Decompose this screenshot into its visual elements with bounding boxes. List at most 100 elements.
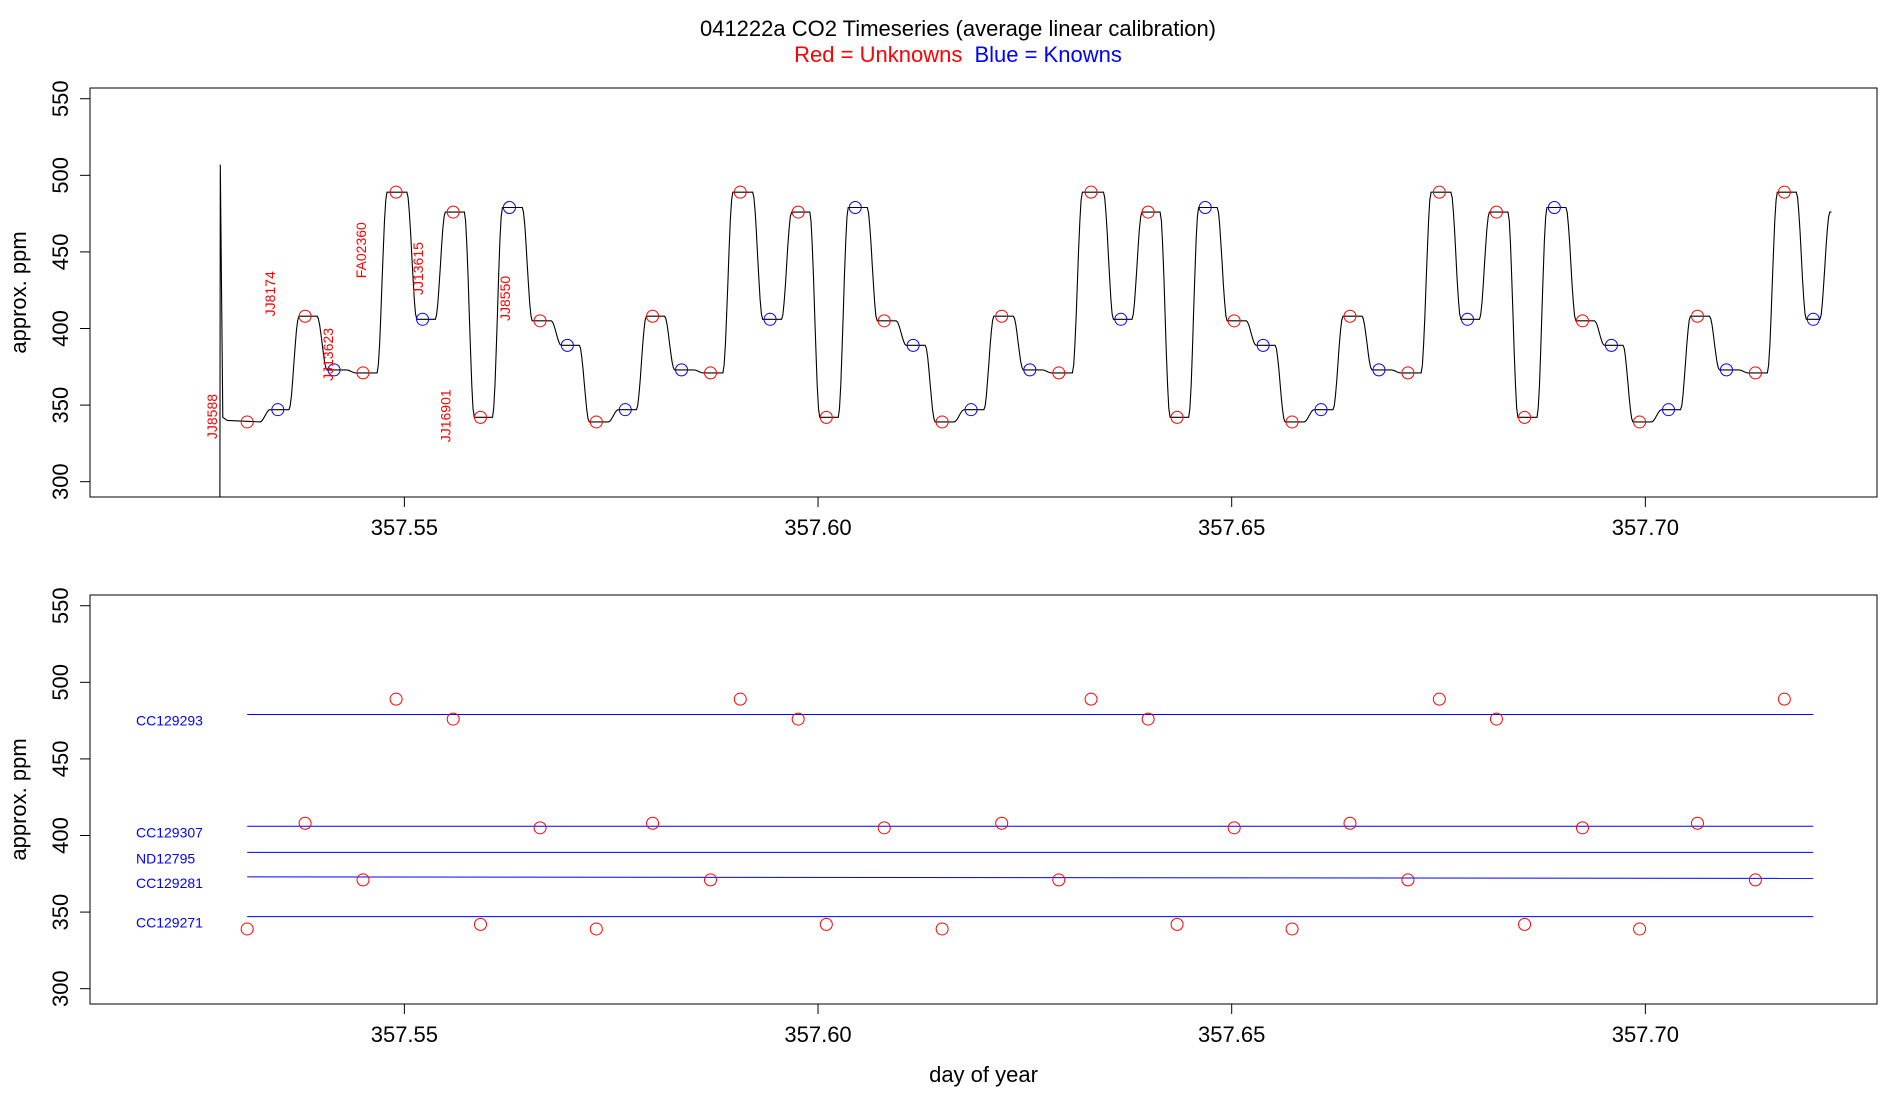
- unknown-sample-point: [240, 922, 254, 936]
- known-standard-point: [1662, 403, 1676, 417]
- known-standard-point: [675, 363, 689, 377]
- known-standard-point: [271, 403, 285, 417]
- known-standard-point: [502, 200, 516, 214]
- unknown-sample-point: [1575, 314, 1589, 328]
- unknown-sample-point: [533, 821, 547, 835]
- known-standard-point: [327, 363, 341, 377]
- calibration-panel: 357.55 357.60 357.65 357.70 300 350 400 450 500 5…: [6, 587, 1878, 1087]
- x-tick-label: 357.65: [1198, 515, 1265, 540]
- timeseries-panel: 357.55 357.60 357.65 357.70 300 350 400 450 500 5…: [6, 80, 1878, 540]
- unknown-sample-point: [1633, 922, 1647, 936]
- unknown-sample-point: [877, 821, 891, 835]
- known-standard-point: [1372, 363, 1386, 377]
- unknown-sample-point: [589, 922, 603, 936]
- standard-label: ND12795: [136, 850, 195, 866]
- y-tick-label: 350: [48, 894, 73, 931]
- unknown-sample-point: [446, 205, 460, 219]
- unknown-sample-point: [240, 415, 254, 429]
- sample-label: JJ8588: [204, 394, 220, 439]
- unknown-sample-point: [646, 309, 660, 323]
- known-standard-point: [1460, 312, 1474, 326]
- x-tick-label: 357.70: [1612, 1022, 1679, 1047]
- x-tick-label: 357.60: [784, 515, 851, 540]
- unknown-sample-point: [1748, 873, 1762, 887]
- y-tick-label: 450: [48, 234, 73, 271]
- x-tick-label: 357.55: [371, 1022, 438, 1047]
- plot-frame: [89, 594, 1878, 1005]
- known-standard-point: [1023, 363, 1037, 377]
- unknown-sample-point: [646, 816, 660, 830]
- standard-label: CC129281: [136, 875, 203, 891]
- y-tick-label: 500: [48, 157, 73, 194]
- y-tick-label: 400: [48, 310, 73, 347]
- unknown-sample-point: [1343, 816, 1357, 830]
- sample-label: JJ13623: [320, 328, 336, 381]
- unknown-sample-point: [1690, 816, 1704, 830]
- unknown-sample-point: [791, 712, 805, 726]
- standard-label: CC129307: [136, 824, 203, 840]
- figure-header: 041222a CO2 Timeseries (average linear c…: [700, 16, 1216, 67]
- known-standard-point: [560, 338, 574, 352]
- legend-unknowns: Red = Unknowns: [794, 42, 962, 67]
- unknown-sample-point: [389, 185, 403, 199]
- sample-label: JJ16901: [437, 389, 453, 442]
- legend-knowns: Blue = Knowns: [974, 42, 1121, 67]
- known-standard-point: [1806, 312, 1820, 326]
- y-tick-label: 400: [48, 817, 73, 854]
- x-tick-label: 357.65: [1198, 1022, 1265, 1047]
- known-standard-point: [763, 312, 777, 326]
- unknown-sample-point: [877, 314, 891, 328]
- standard-line: [247, 876, 1814, 879]
- standard-label: CC129293: [136, 712, 203, 728]
- unknown-sample-point: [473, 917, 487, 931]
- unknown-sample-point: [356, 366, 370, 380]
- unknown-sample-point: [819, 917, 833, 931]
- unknown-sample-point: [1170, 917, 1184, 931]
- known-standard-point: [618, 403, 632, 417]
- unknown-sample-point: [1748, 366, 1762, 380]
- unknown-sample-point: [298, 309, 312, 323]
- x-tick-label: 357.60: [784, 1022, 851, 1047]
- y-tick-label: 300: [48, 463, 73, 500]
- y-tick-label: 300: [48, 970, 73, 1007]
- unknown-sample-point: [819, 410, 833, 424]
- y-tick-label: 550: [48, 80, 73, 117]
- unknown-sample-point: [446, 712, 460, 726]
- x-tick-label: 357.55: [371, 515, 438, 540]
- known-standard-point: [1114, 312, 1128, 326]
- unknown-sample-point: [1227, 314, 1241, 328]
- unknown-sample-point: [935, 415, 949, 429]
- unknown-sample-point: [1489, 712, 1503, 726]
- unknown-sample-point: [1052, 873, 1066, 887]
- sample-label: JJ13615: [410, 242, 426, 295]
- unknown-sample-point: [1777, 692, 1791, 706]
- unknown-sample-point: [1285, 922, 1299, 936]
- unknown-sample-point: [1141, 205, 1155, 219]
- known-standard-point: [1198, 200, 1212, 214]
- figure-legend: Red = Unknowns Blue = Knowns: [794, 42, 1122, 67]
- known-standard-point: [1604, 338, 1618, 352]
- unknown-sample-point: [389, 692, 403, 706]
- unknown-sample-point: [995, 309, 1009, 323]
- unknown-sample-point: [356, 873, 370, 887]
- known-standard-point: [1719, 363, 1733, 377]
- known-standard-point: [416, 312, 430, 326]
- unknown-sample-point: [473, 410, 487, 424]
- known-standard-point: [1256, 338, 1270, 352]
- unknown-sample-point: [1518, 410, 1532, 424]
- unknown-sample-point: [1170, 410, 1184, 424]
- standard-label: CC129271: [136, 915, 203, 931]
- unknown-sample-point: [1777, 185, 1791, 199]
- unknown-sample-point: [1227, 821, 1241, 835]
- plot-frame: [89, 87, 1878, 498]
- known-standard-point: [906, 338, 920, 352]
- unknown-sample-point: [733, 185, 747, 199]
- sample-label: JJ8550: [497, 276, 513, 321]
- y-tick-label: 500: [48, 664, 73, 701]
- unknown-sample-point: [533, 314, 547, 328]
- unknown-sample-point: [1633, 415, 1647, 429]
- x-tick-label: 357.70: [1612, 515, 1679, 540]
- y-axis-label: approx. ppm: [6, 738, 31, 860]
- unknown-sample-point: [935, 922, 949, 936]
